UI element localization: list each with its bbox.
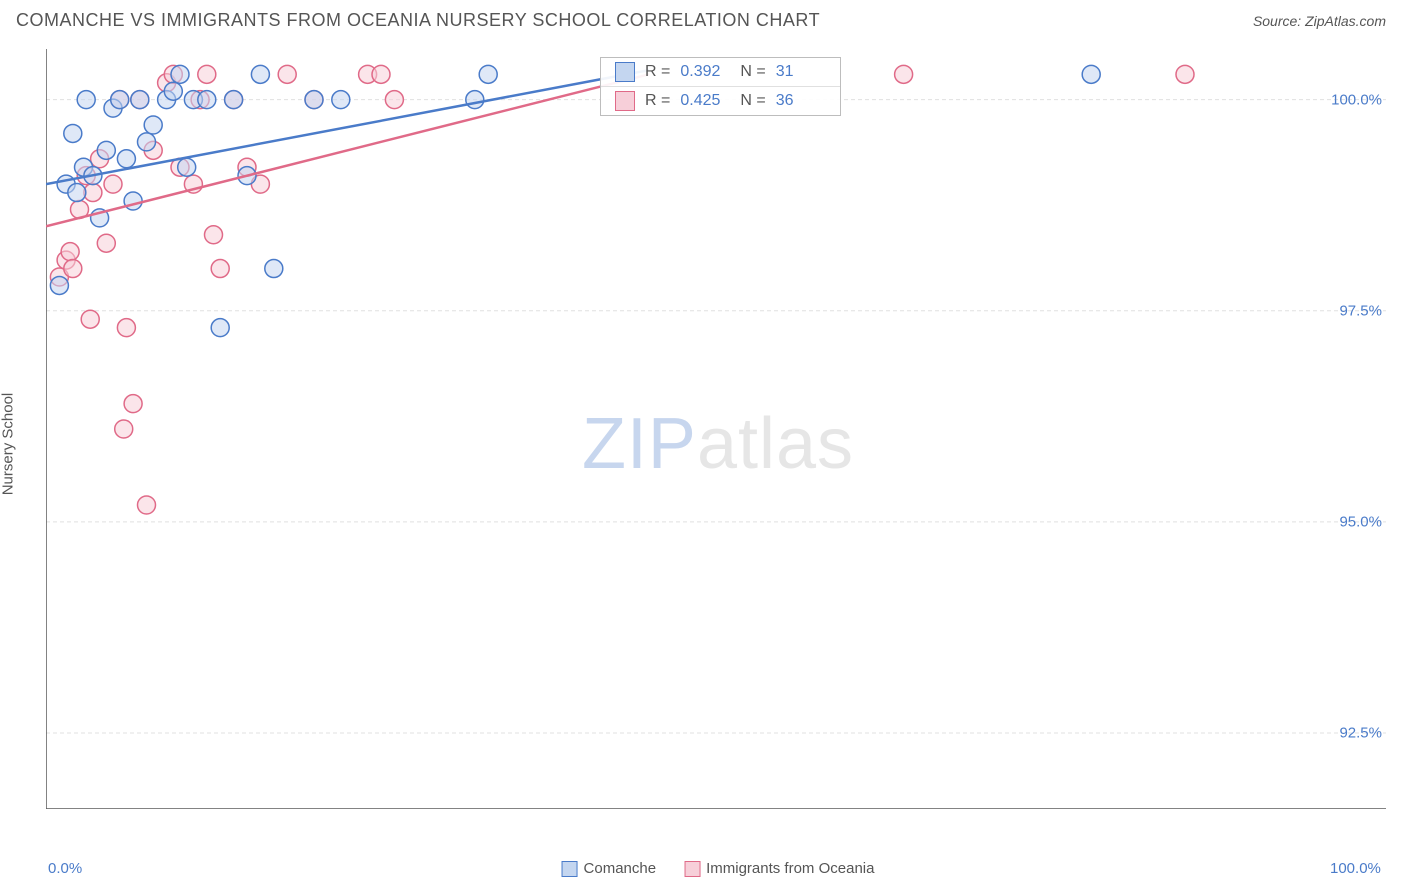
x-tick-label: 0.0% — [48, 860, 82, 877]
legend-swatch — [562, 861, 578, 877]
stats-row: R = 0.425 N = 36 — [601, 87, 840, 115]
watermark: ZIPatlas — [582, 403, 854, 485]
stats-r-value: 0.425 — [680, 92, 730, 110]
watermark-part2: atlas — [697, 404, 854, 484]
y-tick-label: 95.0% — [1339, 513, 1382, 530]
chart-container: Nursery School ZIPatlas 92.5%95.0%97.5%1… — [46, 49, 1390, 839]
legend-label: Immigrants from Oceania — [706, 860, 874, 877]
legend-swatch — [684, 861, 700, 877]
stats-row: R = 0.392 N = 31 — [601, 58, 840, 87]
legend-swatch — [615, 91, 635, 111]
legend-item: Immigrants from Oceania — [684, 860, 874, 877]
stats-n-label: N = — [740, 92, 765, 110]
bottom-legend: Comanche Immigrants from Oceania — [562, 860, 875, 877]
stats-r-value: 0.392 — [680, 63, 730, 81]
stats-n-label: N = — [740, 63, 765, 81]
y-axis-label: Nursery School — [0, 393, 17, 496]
chart-title: COMANCHE VS IMMIGRANTS FROM OCEANIA NURS… — [16, 10, 820, 31]
legend-label: Comanche — [584, 860, 657, 877]
y-tick-label: 97.5% — [1339, 302, 1382, 319]
stats-r-label: R = — [645, 63, 670, 81]
stats-r-label: R = — [645, 92, 670, 110]
source-attribution: Source: ZipAtlas.com — [1253, 13, 1386, 29]
y-tick-label: 100.0% — [1331, 91, 1382, 108]
legend-swatch — [615, 62, 635, 82]
watermark-part1: ZIP — [582, 404, 697, 484]
stats-n-value: 31 — [776, 63, 826, 81]
stats-legend-box: R = 0.392 N = 31 R = 0.425 N = 36 — [600, 57, 841, 116]
stats-n-value: 36 — [776, 92, 826, 110]
x-tick-label: 100.0% — [1330, 860, 1381, 877]
legend-item: Comanche — [562, 860, 657, 877]
y-tick-label: 92.5% — [1339, 725, 1382, 742]
